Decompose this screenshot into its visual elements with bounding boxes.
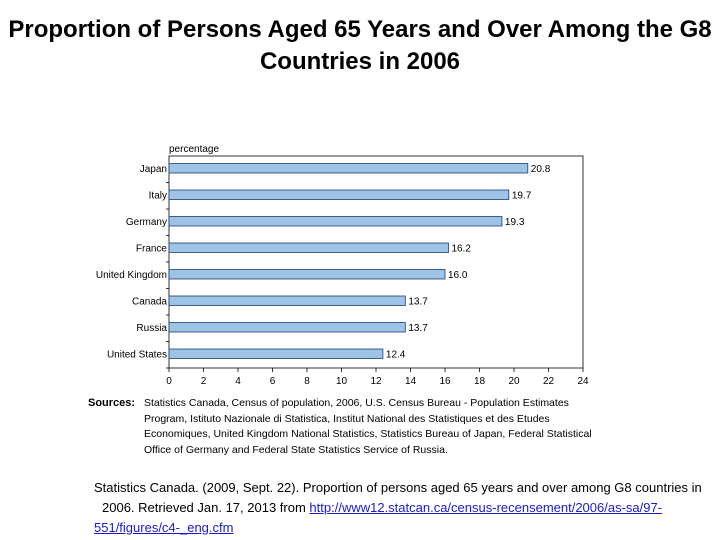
category-label: Italy [149,190,167,201]
value-label: 16.0 [448,270,468,281]
citation-line-2-text: 2006. Retrieved Jan. 17, 2013 from [102,500,306,515]
x-tick-label: 12 [370,376,382,387]
chart-svg: percentage Japan 20.8 Italy 19.7 Germany 19.3… [96,144,589,387]
x-tick-label: 16 [439,376,451,387]
bar-japan [168,163,529,174]
category-label: Japan [140,164,167,175]
value-label: 20.8 [531,164,551,175]
bar-russia [168,322,406,333]
page-title: Proportion of Persons Aged 65 Years and … [8,16,712,75]
x-tick-label: 14 [405,376,417,387]
value-label: 19.3 [505,217,525,228]
x-tick-label: 24 [577,376,589,387]
bar-chart: percentage Japan 20.8 Italy 19.7 Germany 19.3… [85,138,605,456]
bar-france [168,242,449,253]
source-text: Statistics Canada, Census of population,… [144,397,592,456]
x-tick-label: 2 [201,376,207,387]
source-label: Sources: [88,397,136,409]
x-tick-label: 4 [235,376,241,387]
category-label: Canada [132,296,167,307]
citation-link[interactable]: http://www12.statcan.ca/census-recenseme… [94,500,663,535]
bar-united-kingdom [168,269,446,280]
y-axis-label: percentage [169,144,219,155]
x-tick-label: 0 [166,376,172,387]
citation-line-2: 2006. Retrieved Jan. 17, 2013 from http:… [0,498,720,538]
bar-canada [168,295,406,306]
category-label: France [136,243,168,254]
category-label: United States [107,349,167,360]
value-label: 12.4 [386,349,406,360]
value-label: 13.7 [408,323,428,334]
bar-united-states [168,348,384,359]
x-tick-label: 10 [336,376,348,387]
source-note: Sources: Statistics Canada, Census of po… [88,396,598,458]
x-tick-label: 8 [304,376,310,387]
category-label: Germany [126,217,167,228]
citation: Statistics Canada. (2009, Sept. 22). Pro… [0,478,720,538]
value-label: 19.7 [512,190,532,201]
x-tick-label: 6 [270,376,276,387]
value-label: 13.7 [408,296,428,307]
value-label: 16.2 [451,243,471,254]
category-label: Russia [136,323,167,334]
bar-germany [168,216,503,227]
category-label: United Kingdom [96,270,167,281]
x-tick-label: 22 [543,376,555,387]
x-tick-label: 18 [474,376,486,387]
citation-line-1: Statistics Canada. (2009, Sept. 22). Pro… [94,480,702,495]
x-tick-label: 20 [508,376,520,387]
plot-frame [168,155,584,369]
bar-italy [168,189,510,200]
